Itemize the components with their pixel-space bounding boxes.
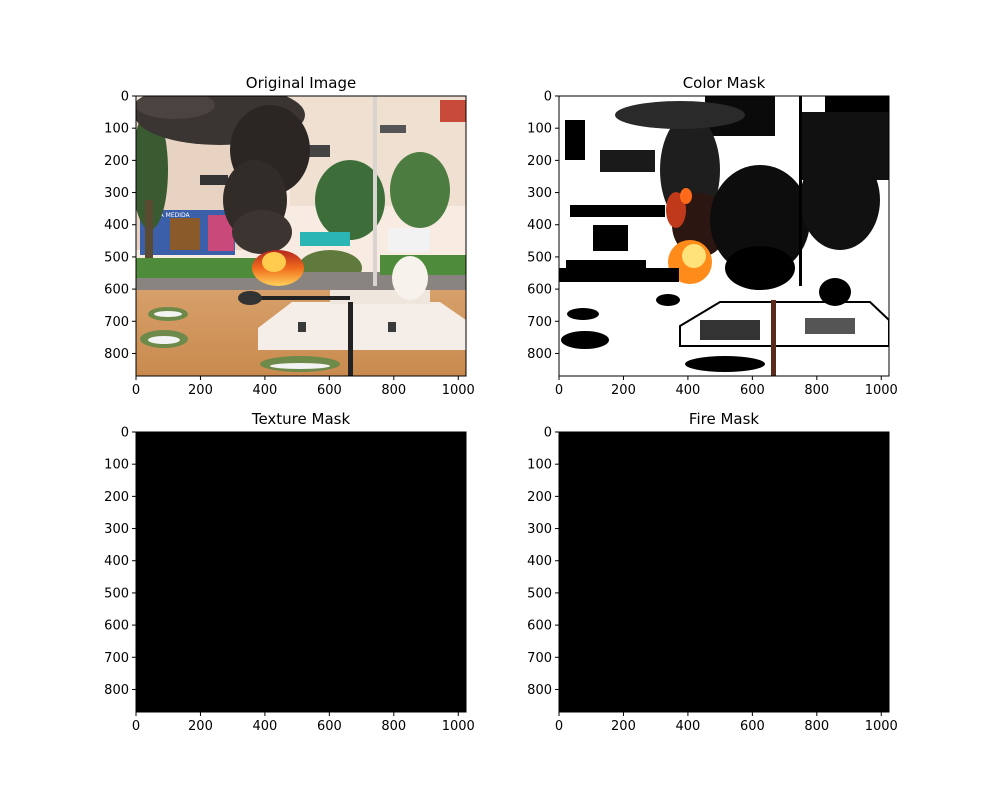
y-tick-label: 0: [121, 90, 129, 105]
y-tick-label: 100: [527, 458, 552, 473]
x-axis-color-mask: 0 200 400 600 800 1000: [555, 376, 898, 398]
panel-title-fire-mask: Fire Mask: [689, 410, 759, 428]
x-tick-label: 800: [804, 383, 829, 398]
y-tick-label: 800: [104, 683, 129, 698]
x-tick-label: 600: [740, 383, 765, 398]
y-tick-label: 600: [104, 619, 129, 634]
x-tick-label: 0: [132, 719, 140, 734]
svg-text:ARI S A MEDIDA: ARI S A MEDIDA: [142, 212, 191, 219]
x-tick-label: 1000: [865, 383, 898, 398]
y-axis-texture-mask: 0 100 200 300 400 500 600 700 800: [104, 426, 136, 698]
y-tick-label: 600: [527, 619, 552, 634]
x-tick-label: 1000: [442, 383, 475, 398]
y-tick-label: 200: [104, 490, 129, 505]
x-tick-label: 400: [252, 719, 277, 734]
y-tick-label: 500: [104, 586, 129, 601]
axes-frame-texture-mask: [135, 431, 467, 713]
y-tick-label: 300: [527, 522, 552, 537]
y-axis-fire-mask: 0 100 200 300 400 500 600 700 800: [527, 426, 559, 698]
y-tick-label: 400: [104, 218, 129, 233]
y-tick-label: 500: [104, 250, 129, 265]
x-tick-label: 800: [381, 383, 406, 398]
y-tick-label: 500: [527, 250, 552, 265]
x-tick-label: 1000: [865, 719, 898, 734]
axes-frame-original: [135, 95, 467, 377]
x-tick-label: 0: [555, 719, 563, 734]
axes-frame-fire-mask: [558, 431, 890, 713]
y-tick-label: 800: [527, 347, 552, 362]
x-axis-fire-mask: 0 200 400 600 800 1000: [555, 712, 898, 734]
y-tick-label: 300: [104, 522, 129, 537]
y-tick-label: 100: [527, 122, 552, 137]
x-tick-label: 200: [188, 719, 213, 734]
y-tick-label: 700: [104, 315, 129, 330]
y-tick-label: 700: [527, 651, 552, 666]
panel-title-texture-mask: Texture Mask: [251, 410, 351, 428]
x-tick-label: 600: [740, 719, 765, 734]
y-tick-label: 400: [527, 218, 552, 233]
x-tick-label: 200: [188, 383, 213, 398]
panel-color-mask: Color Mask: [527, 74, 898, 398]
x-tick-label: 400: [252, 383, 277, 398]
y-tick-label: 0: [121, 426, 129, 441]
x-tick-label: 800: [804, 719, 829, 734]
x-tick-label: 0: [555, 383, 563, 398]
x-tick-label: 0: [132, 383, 140, 398]
y-tick-label: 300: [527, 186, 552, 201]
y-tick-label: 200: [104, 154, 129, 169]
y-tick-label: 700: [527, 315, 552, 330]
x-axis-original: 0 200 400 600 800 1000: [132, 376, 475, 398]
y-tick-label: 0: [544, 426, 552, 441]
fire-mask-image: [559, 432, 889, 712]
y-tick-label: 800: [527, 683, 552, 698]
panel-texture-mask: Texture Mask 0 200 400 600 800 1000 0 100 200 30…: [104, 410, 475, 734]
y-tick-label: 300: [104, 186, 129, 201]
panel-title-original: Original Image: [246, 74, 356, 92]
x-tick-label: 200: [611, 383, 636, 398]
axes-frame-color-mask: [558, 95, 890, 377]
x-tick-label: 200: [611, 719, 636, 734]
panel-title-color-mask: Color Mask: [683, 74, 766, 92]
x-tick-label: 800: [381, 719, 406, 734]
y-tick-label: 0: [544, 90, 552, 105]
y-axis-original: 0 100 200 300 400 500 600 700 800: [104, 90, 136, 362]
color-mask-image: [559, 96, 889, 376]
x-tick-label: 600: [317, 719, 342, 734]
y-tick-label: 200: [527, 154, 552, 169]
y-axis-color-mask: 0 100 200 300 400 500 600 700 800: [527, 90, 559, 362]
y-tick-label: 600: [104, 283, 129, 298]
x-axis-texture-mask: 0 200 400 600 800 1000: [132, 712, 475, 734]
y-tick-label: 100: [104, 122, 129, 137]
y-tick-label: 700: [104, 651, 129, 666]
panel-original-image: Original Image ARI S A MEDIDA: [104, 74, 475, 398]
x-tick-label: 1000: [442, 719, 475, 734]
y-tick-label: 400: [527, 554, 552, 569]
x-tick-label: 400: [675, 719, 700, 734]
texture-mask-image: [136, 432, 466, 712]
y-tick-label: 400: [104, 554, 129, 569]
y-tick-label: 100: [104, 458, 129, 473]
y-tick-label: 800: [104, 347, 129, 362]
y-tick-label: 500: [527, 586, 552, 601]
panel-fire-mask: Fire Mask 0 200 400 600 800 1000 0 100 200 300 40…: [527, 410, 898, 734]
x-tick-label: 600: [317, 383, 342, 398]
y-tick-label: 200: [527, 490, 552, 505]
y-tick-label: 600: [527, 283, 552, 298]
x-tick-label: 400: [675, 383, 700, 398]
original-photo: ARI S A MEDIDA: [136, 96, 466, 376]
